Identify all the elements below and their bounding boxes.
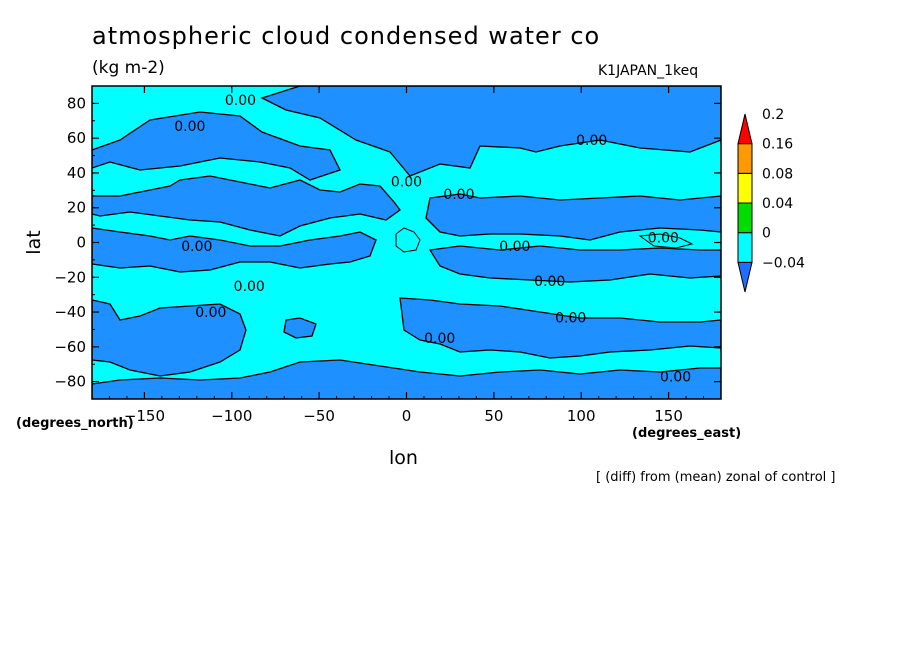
region-equatorial-west <box>92 227 377 273</box>
contour-equator-small <box>395 227 421 253</box>
x-tick-label: 150 <box>654 407 683 425</box>
region-south-atlantic-indian <box>399 297 721 359</box>
contour-label: 0.00 <box>660 369 691 385</box>
contour-label: 0.00 <box>195 305 226 321</box>
contour-label: 0.00 <box>391 175 422 191</box>
colorbar-label: 0.04 <box>762 196 793 212</box>
minor-contours <box>395 227 694 253</box>
colorbar-label: 0.16 <box>762 137 793 153</box>
region-small-pacific-south <box>283 317 317 339</box>
colorbar-label: −0.04 <box>762 255 805 271</box>
y-tick-label: −40 <box>54 303 86 321</box>
x-tick-label: 50 <box>484 407 503 425</box>
colorbar-segment <box>737 113 753 145</box>
x-tick-label: −100 <box>211 407 252 425</box>
contour-label: 0.00 <box>234 279 265 295</box>
region-arctic <box>260 86 721 177</box>
x-axis-label: lon <box>389 447 418 469</box>
region-southern-ocean <box>92 359 721 399</box>
contour-label: 0.00 <box>174 119 205 135</box>
diff-note: [ (diff) from (mean) zonal of control ] <box>596 470 836 485</box>
chart-title: atmospheric cloud condensed water co <box>92 22 601 50</box>
colorbar-label: 0 <box>762 226 771 242</box>
y-tick-label: −20 <box>54 268 86 286</box>
region-north-band <box>92 175 401 237</box>
colorbar-label: 0.08 <box>762 166 793 182</box>
x-tick-label: 0 <box>402 407 412 425</box>
region-north-pacific <box>92 111 341 181</box>
colorbar-segment <box>737 232 753 263</box>
contour-label: 0.00 <box>576 133 607 149</box>
negative-regions <box>92 86 721 399</box>
y-tick-label: 40 <box>67 164 86 182</box>
contour-label: 0.00 <box>424 331 455 347</box>
contour-label: 0.00 <box>555 310 586 326</box>
colorbar-segment <box>737 261 753 293</box>
y-tick-label: 0 <box>76 234 86 252</box>
y-tick-label: 60 <box>67 129 86 147</box>
colorbar-segment <box>737 202 753 234</box>
x-tick-label: −150 <box>124 407 165 425</box>
axis-ticks: −150 −100 −50 0 50 100 150 −80 −60 −40 −20 0 20 40 60 8… <box>54 86 721 425</box>
colorbar: −0.04 0 0.04 0.08 0.16 0.2 <box>737 107 805 293</box>
contour-label: 0.00 <box>225 93 256 109</box>
colorbar-segment <box>737 143 753 174</box>
x-tick-label: 100 <box>567 407 596 425</box>
region-northeast-band <box>425 193 721 241</box>
y-tick-label: 80 <box>67 94 86 112</box>
colorbar-segment <box>737 172 753 204</box>
y-tick-label: 20 <box>67 199 86 217</box>
x-tick-label: −50 <box>303 407 335 425</box>
region-equatorial-east <box>428 245 721 283</box>
run-id-label: K1JAPAN_1keq <box>598 63 699 79</box>
contour-label: 0.00 <box>181 239 212 255</box>
contour-labels: 0.00 0.00 0.00 0.00 0.00 0.00 0.00 0.00 0.00 0.00… <box>174 93 691 385</box>
region-south-pacific <box>92 299 247 377</box>
x-axis-unit: (degrees_east) <box>632 426 742 441</box>
contour-label: 0.00 <box>648 230 679 246</box>
colorbar-label: 0.2 <box>762 107 784 123</box>
contour-label: 0.00 <box>443 187 474 203</box>
chart-units: (kg m-2) <box>92 58 165 78</box>
y-axis-unit: (degrees_north) <box>16 416 134 431</box>
y-tick-label: −60 <box>54 338 86 356</box>
axis-labels: lon lat <box>23 230 418 469</box>
y-tick-label: −80 <box>54 373 86 391</box>
contour-label: 0.00 <box>499 239 530 255</box>
contour-east-small <box>638 233 694 249</box>
y-axis-label: lat <box>23 230 45 254</box>
contour-label: 0.00 <box>534 274 565 290</box>
